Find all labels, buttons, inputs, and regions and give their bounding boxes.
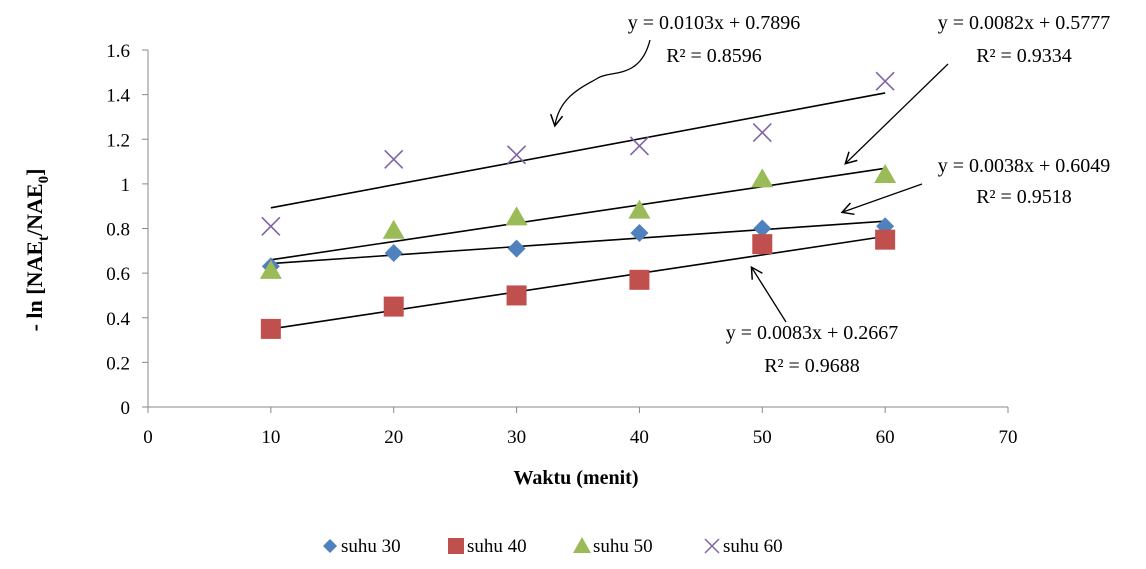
y-tick-label: 1.6: [106, 41, 130, 62]
x-axis-ticks: 0 10 20 30 40 50 60 70: [143, 407, 1018, 448]
trendline-suhu-30: [270, 220, 886, 265]
x-tick-label: 60: [876, 427, 895, 448]
arrow-suhu-50: [844, 63, 949, 165]
legend-marker-suhu-60: [704, 538, 720, 554]
y-axis-title-mid: /NAE: [22, 183, 47, 237]
y-tick-label: 1: [121, 175, 131, 196]
legend-marker-suhu-40: [448, 538, 464, 554]
y-axis-title-sub2: 0: [36, 176, 52, 184]
annotation-suhu-30: y = 0.0038x + 0.6049 R² = 0.9518: [938, 155, 1111, 208]
y-axis-ticks: 0 0.2 0.4 0.6 0.8 1 1.2 1.4 1.6: [106, 41, 148, 419]
equation-suhu-30: y = 0.0038x + 0.6049: [938, 155, 1111, 177]
legend-item-suhu-40: suhu 40: [448, 536, 527, 557]
point-suhu-40: [752, 234, 773, 255]
legend-marker-suhu-30: [323, 539, 337, 553]
point-suhu-30: [753, 219, 772, 238]
legend-marker-suhu-50: [573, 537, 591, 553]
legend: suhu 30 suhu 40 suhu 50 suhu 60: [323, 536, 783, 557]
point-suhu-40: [383, 296, 404, 317]
legend-item-suhu-50: suhu 50: [573, 536, 653, 557]
y-tick-label: 1.4: [106, 86, 130, 107]
point-suhu-50: [628, 199, 651, 219]
annotation-suhu-60: y = 0.0103x + 0.7896 R² = 0.8596: [628, 12, 801, 67]
annotation-suhu-50: y = 0.0082x + 0.5777 R² = 0.9334: [938, 12, 1111, 67]
trendline-suhu-60: [270, 92, 886, 209]
point-suhu-60: [629, 136, 649, 156]
arrow-suhu-40: [750, 265, 787, 323]
x-tick-label: 0: [143, 427, 153, 448]
legend-label-suhu-40: suhu 40: [467, 536, 527, 557]
point-suhu-30: [507, 239, 526, 258]
x-tick-label: 20: [384, 427, 403, 448]
y-tick-label: 0.4: [106, 309, 130, 330]
legend-item-suhu-60: suhu 60: [704, 536, 783, 557]
x-tick-label: 40: [630, 427, 649, 448]
y-tick-label: 0.8: [106, 220, 130, 241]
x-axis-title: Waktu (menit): [514, 467, 639, 489]
y-tick-label: 0: [121, 398, 131, 419]
y-tick-label: 0.2: [106, 353, 130, 374]
point-suhu-40: [506, 285, 527, 306]
point-suhu-40: [875, 229, 896, 250]
point-suhu-50: [874, 163, 897, 183]
point-suhu-40: [629, 269, 650, 290]
point-suhu-60: [384, 149, 404, 169]
point-suhu-60: [261, 216, 281, 236]
y-axis-title-prefix: - ln [NAE: [22, 241, 47, 331]
data-points: [259, 71, 897, 339]
equation-suhu-50: y = 0.0082x + 0.5777: [938, 12, 1111, 34]
r2-suhu-40: R² = 0.9688: [764, 355, 860, 377]
y-tick-label: 1.2: [106, 130, 130, 151]
x-tick-label: 50: [753, 427, 772, 448]
point-suhu-60: [752, 122, 772, 143]
legend-label-suhu-60: suhu 60: [723, 536, 783, 557]
r2-suhu-60: R² = 0.8596: [666, 45, 762, 67]
trendline-suhu-50: [270, 167, 886, 261]
y-axis-title: - ln [NAEt/NAE0]: [22, 169, 52, 332]
y-axis-title-suffix: ]: [22, 169, 47, 176]
r2-suhu-30: R² = 0.9518: [976, 186, 1072, 208]
point-suhu-30: [630, 223, 649, 242]
y-axis-title-sub1: t: [36, 236, 52, 241]
annotation-suhu-40: y = 0.0083x + 0.2667 R² = 0.9688: [726, 322, 899, 377]
y-tick-label: 0.6: [106, 264, 130, 285]
legend-item-suhu-30: suhu 30: [323, 536, 401, 557]
r2-suhu-50: R² = 0.9334: [976, 45, 1072, 67]
arrow-suhu-30: [840, 183, 923, 216]
point-suhu-60: [875, 71, 895, 91]
equation-suhu-40: y = 0.0083x + 0.2667: [726, 322, 899, 344]
arrow-suhu-60: [550, 39, 651, 128]
legend-label-suhu-50: suhu 50: [593, 536, 653, 557]
trendlines: [270, 92, 886, 330]
x-tick-label: 30: [507, 427, 526, 448]
legend-label-suhu-30: suhu 30: [341, 536, 401, 557]
point-suhu-50: [382, 219, 405, 239]
x-tick-label: 10: [261, 427, 280, 448]
trendline-suhu-40: [270, 235, 886, 330]
point-suhu-40: [260, 318, 281, 339]
equation-suhu-60: y = 0.0103x + 0.7896: [628, 12, 801, 34]
point-suhu-30: [384, 244, 403, 263]
point-suhu-60: [507, 145, 527, 165]
point-suhu-50: [751, 168, 774, 188]
x-tick-label: 70: [999, 427, 1018, 448]
point-suhu-50: [259, 259, 282, 279]
point-suhu-50: [505, 206, 528, 226]
